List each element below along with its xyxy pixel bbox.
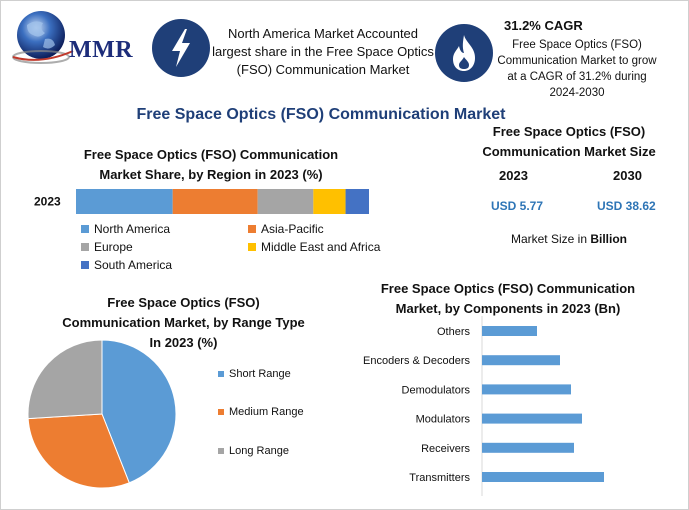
components-bar-others [482,326,537,336]
legend-label-middle-east-and-africa: Middle East and Africa [261,240,381,254]
components-bar-chart: Others Encoders & Decoders Demodulators Mod… [363,316,604,496]
region-bar-south-america [345,189,369,214]
legend-label-asia-pacific: Asia-Pacific [261,222,324,236]
region-bar-middle-east-and-africa [313,189,346,214]
legend-swatch-south-america [81,261,89,269]
mmr-logo: MMR [9,7,139,69]
components-bar-modulators [482,413,582,424]
pie-legend-label-short-range: Short Range [229,368,291,380]
legend-swatch-north-america [81,225,89,233]
legend-swatch-middle-east-and-africa [248,243,256,251]
lightning-bolt-icon [152,19,210,77]
components-label-encoders-decoders: Encoders & Decoders [363,355,470,367]
legend-swatch-europe [81,243,89,251]
components-bar-transmitters [482,472,604,482]
logo-text: MMR [69,37,134,63]
pie-slice-long-range [27,339,103,420]
pie-slice-short-range [101,339,177,484]
region-category-label: 2023 [34,195,61,209]
cagr-title: 31.2% CAGR [504,18,583,33]
pie-legend-swatch-medium-range [218,409,224,415]
pie-legend-label-medium-range: Medium Range [229,406,304,418]
components-bar-receivers [482,442,574,453]
market-size-year-2023: 2023 [499,168,528,183]
market-size-note: Market Size in Billion [510,232,628,246]
components-label-receivers: Receivers [421,443,470,455]
market-size-title: Free Space Optics (FSO) Communication Ma… [482,124,656,159]
region-chart-title: Free Space Optics (FSO) Communication Ma… [83,147,339,182]
headline: North America Market Accounted largest s… [212,26,434,77]
globe-icon [12,11,74,64]
main-title: Free Space Optics (FSO) Communication Ma… [136,106,506,123]
region-bar-europe [257,189,314,214]
components-label-transmitters: Transmitters [409,472,470,484]
range-chart-title: Free Space Optics (FSO) Communication Ma… [62,295,305,350]
pie-legend-label-long-range: Long Range [229,445,289,457]
market-size-value-2030: USD 38.62 [597,199,656,213]
pie-legend-swatch-long-range [218,448,224,454]
legend-label-south-america: South America [94,258,172,272]
components-label-modulators: Modulators [416,414,471,426]
flame-icon [435,24,493,82]
region-bar-asia-pacific [172,189,258,214]
pie-slice-medium-range [27,413,130,489]
region-bar-north-america [76,189,173,214]
components-chart-title: Free Space Optics (FSO) Communication Ma… [380,281,636,316]
market-size-year-2030: 2030 [613,168,642,183]
legend-label-north-america: North America [94,222,170,236]
legend-swatch-asia-pacific [248,225,256,233]
components-bar-encoders-decoders [482,355,560,366]
cagr-description: Free Space Optics (FSO) Communication Ma… [497,39,657,99]
components-label-demodulators: Demodulators [402,384,471,396]
pie-legend-swatch-short-range [218,371,224,377]
range-type-pie-chart: Short Range Medium Range Long Range [27,339,304,489]
components-bar-demodulators [482,384,571,395]
components-label-others: Others [437,326,471,338]
region-share-chart: 2023 North America Asia-Pacific Europe Middl… [34,189,381,272]
legend-label-europe: Europe [94,240,133,254]
market-size-value-2023: USD 5.77 [491,199,544,213]
